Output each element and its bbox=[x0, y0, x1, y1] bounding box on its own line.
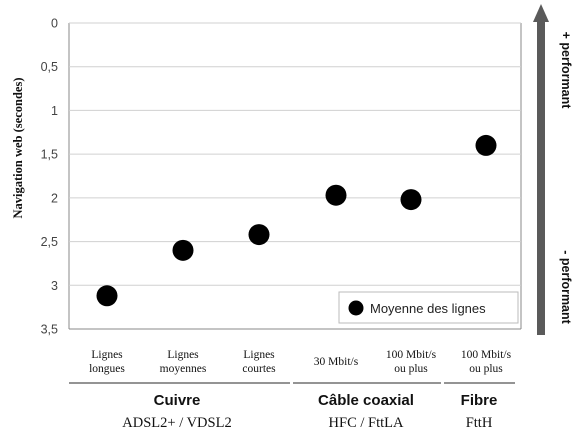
y-tick-label: 2,5 bbox=[41, 235, 58, 249]
arrow-shaft bbox=[537, 22, 545, 335]
legend-label: Moyenne des lignes bbox=[370, 301, 486, 316]
category-labels: Lignes longues Lignes moyennes Lignes courtes… bbox=[89, 349, 511, 375]
data-point bbox=[400, 189, 422, 211]
y-tick-label: 0 bbox=[51, 17, 58, 31]
category-label: Lignes moyennes bbox=[160, 349, 207, 375]
category-label: Lignes courtes bbox=[242, 349, 276, 375]
data-point bbox=[172, 239, 194, 261]
category-label: 100 Mbit/s ou plus bbox=[386, 349, 437, 375]
category-label: Lignes longues bbox=[89, 349, 125, 375]
y-tick-label: 1,5 bbox=[41, 148, 58, 162]
legend: Moyenne des lignes bbox=[338, 291, 519, 324]
arrow-label-top: + performant bbox=[559, 32, 573, 110]
category-label: 30 Mbit/s bbox=[314, 356, 359, 368]
category-label: 100 Mbit/s ou plus bbox=[461, 349, 512, 375]
arrow-label-bottom: - performant bbox=[559, 250, 573, 324]
group-subtitle-cuivre: ADSL2+ / VDSL2 bbox=[122, 415, 231, 431]
group-title-cable: Câble coaxial bbox=[318, 392, 414, 409]
data-point bbox=[325, 184, 347, 206]
y-tick-labels: 0 0,5 1 1,5 2 2,5 3 3,5 bbox=[41, 17, 58, 337]
data-point bbox=[475, 134, 497, 156]
legend-box bbox=[338, 291, 519, 324]
arrow-head bbox=[533, 4, 549, 22]
data-point bbox=[248, 224, 270, 246]
group-title-fibre: Fibre bbox=[461, 392, 498, 409]
group-title-cuivre: Cuivre bbox=[154, 392, 201, 409]
y-tick-label: 2 bbox=[51, 191, 58, 205]
grid bbox=[69, 22, 521, 330]
y-tick-label: 1 bbox=[51, 104, 58, 118]
y-tick-label: 3,5 bbox=[41, 323, 58, 337]
performance-arrow bbox=[533, 4, 549, 335]
group-subtitle-fibre: FttH bbox=[466, 415, 493, 431]
legend-marker bbox=[348, 300, 364, 316]
y-tick-label: 3 bbox=[51, 279, 58, 293]
data-point bbox=[96, 285, 118, 307]
group-subtitle-cable: HFC / FttLA bbox=[329, 415, 404, 431]
y-axis-label: Navigation web (secondes) bbox=[11, 78, 25, 219]
data-points bbox=[96, 134, 497, 307]
y-tick-label: 0,5 bbox=[41, 60, 58, 74]
